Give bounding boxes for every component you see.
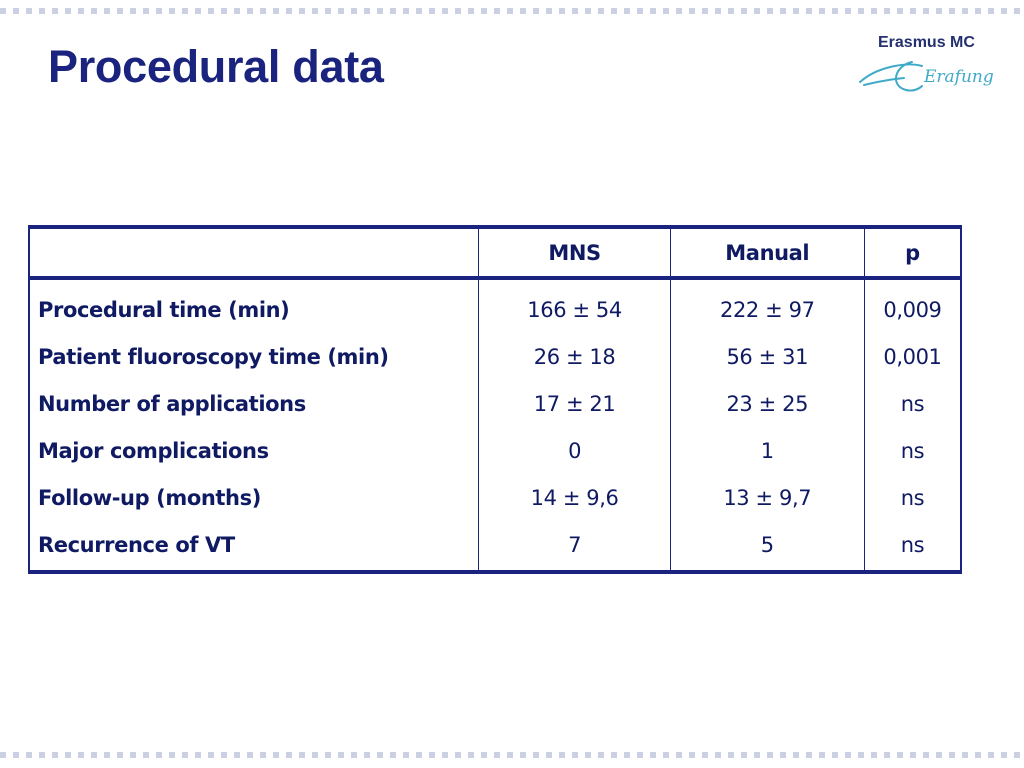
table-row: Procedural time (min) 166 ± 54 222 ± 97 … [28,278,962,333]
logo-script-text: Erafung [923,67,994,87]
manual-value: 23 ± 25 [669,380,865,427]
header-label-column [28,227,480,280]
mns-value: 7 [478,521,671,572]
header-manual: Manual [669,227,865,280]
mns-value: 14 ± 9,6 [478,474,671,521]
table-row: Major complications 0 1 ns [28,427,962,474]
p-value: ns [863,380,962,427]
manual-value: 5 [669,521,865,572]
table-row: Number of applications 17 ± 21 23 ± 25 n… [28,380,962,427]
row-label: Recurrence of VT [28,521,480,572]
p-value: ns [863,427,962,474]
mns-value: 0 [478,427,671,474]
header-p-value: p [863,227,962,280]
manual-value: 222 ± 97 [669,278,865,333]
row-label: Patient fluoroscopy time (min) [28,333,480,380]
p-value: ns [863,474,962,521]
row-label: Major complications [28,427,480,474]
procedural-data-table: MNS Manual p Procedural time (min) 166 ±… [28,225,962,574]
mns-value: 26 ± 18 [478,333,671,380]
manual-value: 56 ± 31 [669,333,865,380]
table-row: Patient fluoroscopy time (min) 26 ± 18 5… [28,333,962,380]
manual-value: 1 [669,427,865,474]
table-row: Follow-up (months) 14 ± 9,6 13 ± 9,7 ns [28,474,962,521]
row-label: Follow-up (months) [28,474,480,521]
erasmus-mc-logo-icon: Erafung [859,61,994,92]
manual-value: 13 ± 9,7 [669,474,865,521]
mns-value: 166 ± 54 [478,278,671,333]
bottom-dashed-border [0,752,1024,758]
table-header-row: MNS Manual p [28,227,962,280]
top-dashed-border [0,8,1024,14]
header-mns: MNS [478,227,671,280]
table-row: Recurrence of VT 7 5 ns [28,521,962,572]
p-value: 0,009 [863,278,962,333]
p-value: ns [863,521,962,572]
row-label: Procedural time (min) [28,278,480,333]
row-label: Number of applications [28,380,480,427]
p-value: 0,001 [863,333,962,380]
mns-value: 17 ± 21 [478,380,671,427]
erasmus-mc-logo: Erasmus MC Erafung [850,34,1010,98]
logo-text: Erasmus MC [878,34,975,51]
slide-title: Procedural data [48,41,384,92]
